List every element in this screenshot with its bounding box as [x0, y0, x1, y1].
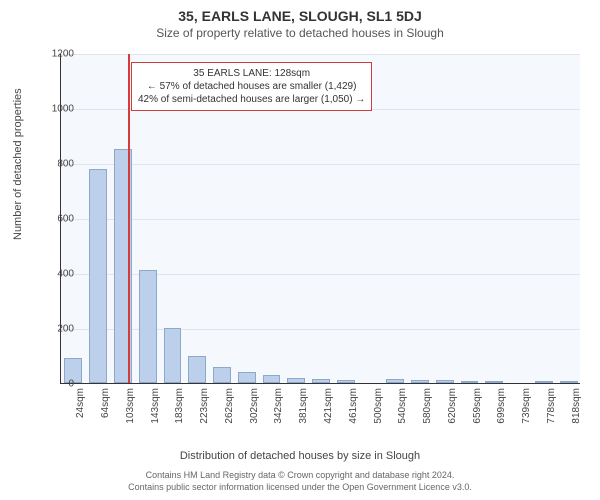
x-axis-label: Distribution of detached houses by size … [0, 450, 600, 462]
bar [188, 356, 206, 384]
x-tick: 103sqm [125, 388, 136, 424]
x-tick: 540sqm [397, 388, 408, 424]
callout-box: 35 EARLS LANE: 128sqm← 57% of detached h… [131, 62, 372, 111]
attribution-line1: Contains HM Land Registry data © Crown c… [0, 470, 600, 482]
bar [312, 379, 330, 383]
x-tick: 421sqm [323, 388, 334, 424]
x-tick: 461sqm [348, 388, 359, 424]
marker-line [128, 54, 130, 383]
callout-line2: ← 57% of detached houses are smaller (1,… [138, 80, 365, 93]
x-tick: 24sqm [75, 388, 86, 418]
bar [535, 381, 553, 383]
y-tick: 1200 [44, 49, 74, 60]
y-axis-label: Number of detached properties [12, 88, 24, 240]
attribution-line2: Contains public sector information licen… [0, 482, 600, 494]
y-tick: 600 [44, 214, 74, 225]
gridline [61, 54, 580, 55]
x-tick: 381sqm [298, 388, 309, 424]
y-tick: 800 [44, 159, 74, 170]
x-tick: 183sqm [174, 388, 185, 424]
x-tick: 262sqm [224, 388, 235, 424]
callout-line1: 35 EARLS LANE: 128sqm [138, 67, 365, 80]
x-tick: 818sqm [571, 388, 582, 424]
x-tick: 580sqm [422, 388, 433, 424]
bar [461, 381, 479, 383]
y-tick: 1000 [44, 104, 74, 115]
x-tick: 659sqm [472, 388, 483, 424]
page-subtitle: Size of property relative to detached ho… [0, 24, 600, 40]
y-tick: 400 [44, 269, 74, 280]
y-tick: 0 [44, 379, 74, 390]
x-tick: 64sqm [100, 388, 111, 418]
bar [287, 378, 305, 384]
page-title: 35, EARLS LANE, SLOUGH, SL1 5DJ [0, 0, 600, 24]
callout-line3: 42% of semi-detached houses are larger (… [138, 93, 365, 106]
bar [238, 372, 256, 383]
x-tick: 302sqm [249, 388, 260, 424]
attribution: Contains HM Land Registry data © Crown c… [0, 470, 600, 493]
x-tick: 342sqm [273, 388, 284, 424]
bar [89, 169, 107, 384]
x-tick: 778sqm [546, 388, 557, 424]
bar [337, 380, 355, 383]
x-tick: 620sqm [447, 388, 458, 424]
bar [139, 270, 157, 383]
x-tick: 500sqm [373, 388, 384, 424]
chart-area: 35 EARLS LANE: 128sqm← 57% of detached h… [60, 54, 580, 424]
bar [411, 380, 429, 383]
x-tick: 143sqm [150, 388, 161, 424]
bar [213, 367, 231, 384]
bar [164, 328, 182, 383]
gridline [61, 219, 580, 220]
x-tick: 223sqm [199, 388, 210, 424]
bar [386, 379, 404, 383]
x-tick: 739sqm [521, 388, 532, 424]
bar [560, 381, 578, 383]
bar [485, 381, 503, 383]
bar [263, 375, 281, 383]
bar [436, 380, 454, 383]
gridline [61, 164, 580, 165]
x-tick: 699sqm [496, 388, 507, 424]
plot-area: 35 EARLS LANE: 128sqm← 57% of detached h… [60, 54, 580, 384]
y-tick: 200 [44, 324, 74, 335]
